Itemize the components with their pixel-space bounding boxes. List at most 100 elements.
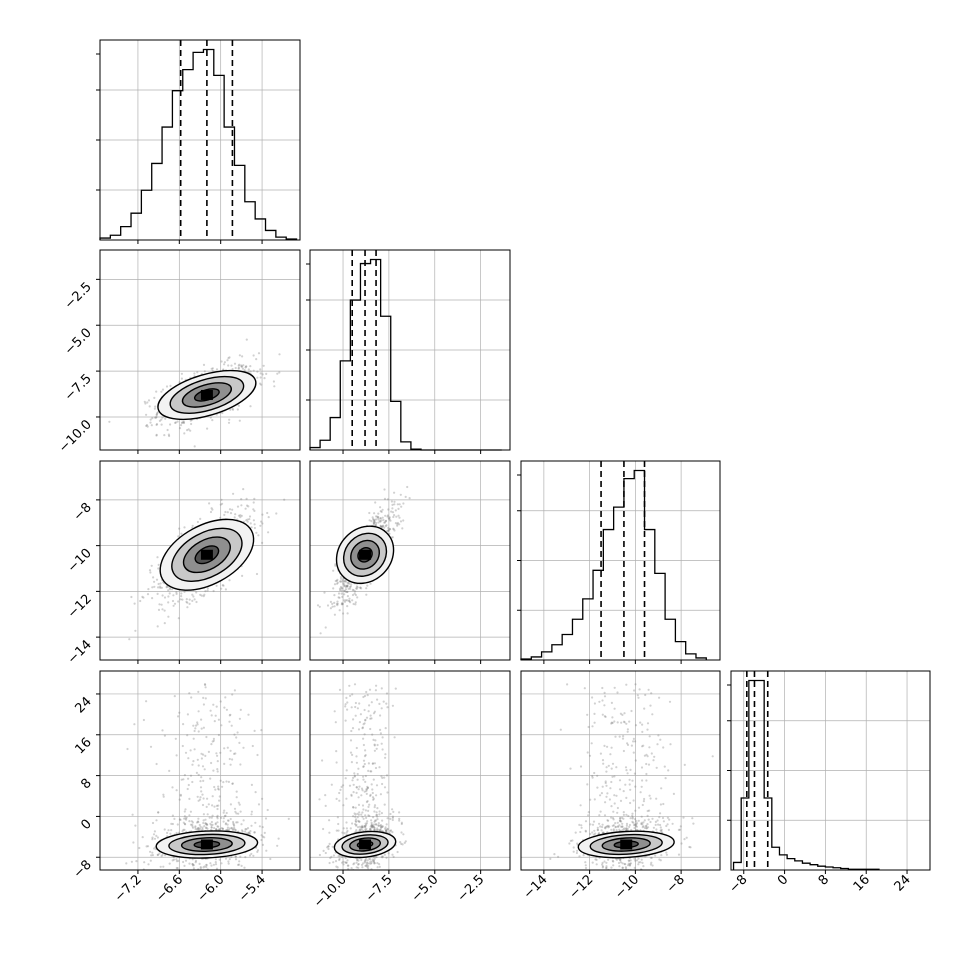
scatter-point: [596, 774, 599, 777]
scatter-point: [381, 825, 384, 828]
scatter-point: [185, 816, 188, 819]
scatter-point: [613, 707, 616, 710]
scatter-point: [388, 518, 391, 521]
scatter-point: [210, 714, 213, 717]
scatter-point: [667, 769, 670, 772]
scatter-point: [248, 831, 251, 834]
scatter-point: [163, 622, 166, 625]
scatter-point: [210, 820, 213, 824]
scatter-point: [220, 827, 223, 830]
scatter-point: [342, 804, 345, 807]
scatter-point: [141, 836, 144, 839]
scatter-point: [384, 826, 387, 829]
scatter-point: [194, 859, 198, 863]
scatter-point: [361, 726, 364, 729]
scatter-point: [587, 871, 589, 873]
scatter-point: [394, 522, 397, 525]
scatter-point: [130, 860, 133, 863]
scatter-point: [333, 583, 337, 586]
scatter-point: [153, 830, 156, 833]
scatter-point: [363, 790, 366, 793]
scatter-point: [589, 798, 592, 801]
scatter-point: [379, 728, 382, 732]
scatter-point: [253, 523, 256, 526]
scatter-point: [384, 525, 387, 528]
scatter-point: [628, 823, 632, 827]
scatter-point: [244, 856, 247, 859]
scatter-point: [356, 816, 359, 819]
scatter-point: [169, 423, 172, 426]
scatter-point: [391, 511, 395, 514]
scatter-point: [369, 770, 372, 773]
scatter-point: [227, 862, 230, 865]
scatter-point: [375, 811, 378, 814]
scatter-point: [233, 824, 236, 827]
scatter-point: [363, 722, 366, 725]
scatter-point: [161, 594, 164, 597]
scatter-point: [358, 811, 361, 814]
scatter-point: [391, 507, 394, 510]
scatter-point: [360, 858, 363, 862]
scatter-point: [354, 830, 357, 833]
scatter-point: [559, 728, 562, 731]
scatter-point: [175, 592, 178, 596]
scatter-point: [360, 587, 363, 590]
scatter-point: [368, 511, 371, 515]
scatter-point: [377, 518, 380, 521]
scatter-point: [364, 718, 367, 722]
scatter-point: [275, 512, 278, 515]
scatter-point: [634, 823, 637, 826]
scatter-point: [215, 752, 218, 755]
scatter-point: [202, 703, 205, 706]
scatter-point: [165, 586, 168, 589]
scatter-point: [357, 862, 360, 866]
scatter-point: [600, 829, 603, 832]
scatter-point: [379, 825, 382, 829]
scatter-point: [223, 762, 226, 766]
scatter-point: [350, 793, 353, 796]
scatter-point: [239, 763, 242, 766]
scatter-point: [616, 821, 619, 824]
scatter-point: [161, 853, 164, 856]
scatter-point: [202, 753, 205, 756]
scatter-point: [344, 580, 347, 583]
scatter-point: [629, 817, 632, 820]
scatter-point: [324, 626, 327, 629]
scatter-point: [146, 845, 150, 848]
scatter-point: [220, 862, 223, 865]
scatter-point: [375, 856, 378, 859]
scatter-point: [189, 872, 191, 874]
scatter-point: [157, 811, 160, 814]
scatter-point: [216, 768, 219, 771]
scatter-point: [322, 849, 325, 853]
scatter-point: [393, 491, 396, 494]
scatter-point: [233, 807, 237, 810]
scatter-point: [216, 817, 219, 820]
scatter-point: [583, 687, 586, 690]
scatter-point: [334, 579, 337, 583]
scatter-point: [373, 828, 376, 831]
scatter-point: [347, 864, 350, 867]
scatter-point: [191, 599, 194, 603]
scatter-point: [365, 827, 368, 830]
scatter-point: [234, 810, 237, 813]
scatter-point: [399, 493, 402, 496]
scatter-point: [355, 866, 358, 869]
scatter-point: [380, 519, 383, 522]
scatter-point: [199, 827, 202, 830]
scatter-point: [224, 857, 228, 860]
scatter-point: [388, 517, 391, 520]
scatter-point: [209, 862, 212, 865]
scatter-point: [677, 853, 681, 856]
scatter-point: [356, 859, 359, 862]
scatter-point: [352, 783, 355, 786]
scatter-point: [402, 833, 405, 836]
scatter-point: [205, 823, 208, 826]
scatter-point: [649, 856, 652, 859]
scatter-point: [624, 766, 628, 769]
scatter-point: [226, 819, 230, 822]
scatter-point: [362, 737, 365, 740]
scatter-point: [372, 798, 375, 801]
scatter-point: [594, 858, 597, 861]
scatter-point: [616, 811, 619, 814]
